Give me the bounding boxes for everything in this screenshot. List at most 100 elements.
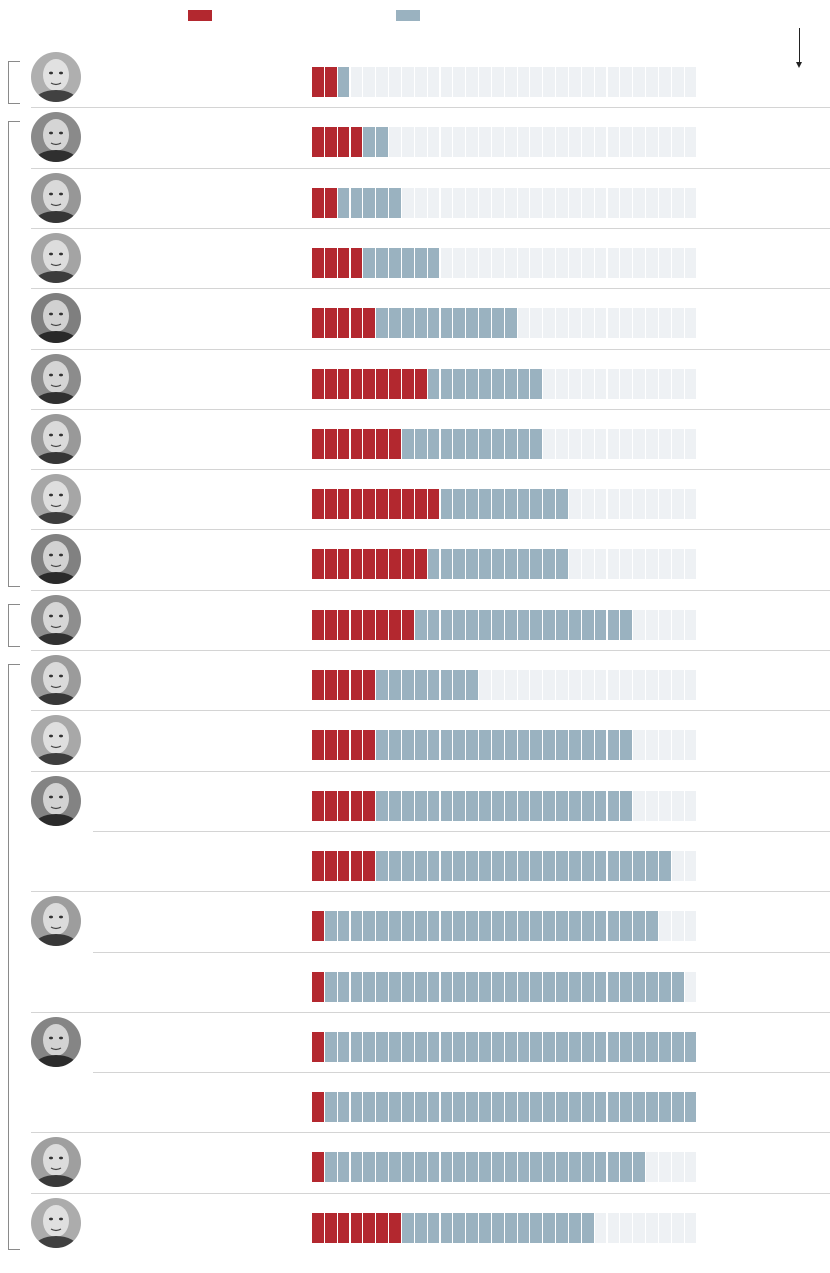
- bar-unit-blue: [440, 549, 453, 580]
- bar-unit-red: [337, 368, 350, 399]
- bar-unit-empty: [594, 489, 607, 520]
- bar-unit-blue: [414, 428, 427, 459]
- bar-unit-empty: [607, 670, 620, 700]
- bar-unit-empty: [581, 368, 594, 399]
- bar-unit-empty: [569, 127, 581, 158]
- bar-unit-empty: [594, 1212, 607, 1243]
- group-bracket: [8, 61, 9, 104]
- bar-unit-empty: [620, 428, 633, 459]
- bar-unit-red: [312, 308, 324, 339]
- bar-unit-blue: [658, 850, 671, 881]
- bar-unit-empty: [684, 247, 697, 278]
- bar-unit-empty: [414, 187, 427, 218]
- bar-unit-blue: [479, 790, 491, 821]
- bar-unit-red: [363, 368, 376, 399]
- bar-unit-blue: [633, 1031, 646, 1062]
- bar-unit-empty: [543, 368, 556, 399]
- portrait-avatar: [31, 775, 81, 826]
- legend-swatch-red: [188, 10, 212, 21]
- bar-unit-blue: [556, 1092, 568, 1123]
- bar-unit-blue: [543, 609, 556, 640]
- bar-unit-blue: [401, 428, 414, 459]
- bar-unit-blue: [517, 1092, 530, 1123]
- bar-unit-blue: [440, 489, 453, 520]
- bar-unit-blue: [427, 308, 440, 339]
- bar-unit-red: [350, 1212, 363, 1243]
- bar-unit-empty: [581, 670, 594, 700]
- bar-unit-blue: [504, 790, 517, 821]
- bar-unit-blue: [466, 1152, 478, 1183]
- bar-unit-empty: [594, 549, 607, 580]
- bar-unit-blue: [363, 127, 376, 158]
- bar-unit-red: [324, 187, 337, 218]
- bar-unit-empty: [658, 308, 671, 339]
- bar-unit-blue: [543, 1152, 556, 1183]
- bar-unit-empty: [440, 187, 453, 218]
- bar-unit-empty: [684, 1212, 697, 1243]
- bar-unit-blue: [517, 1152, 530, 1183]
- bar-track: [312, 911, 698, 942]
- bar-unit-empty: [376, 67, 389, 97]
- bar-unit-blue: [350, 1092, 363, 1123]
- bar-unit-empty: [389, 67, 401, 97]
- row-separator: [93, 1072, 830, 1074]
- row-separator: [31, 107, 830, 109]
- bar-unit-blue: [363, 1092, 376, 1123]
- bar-unit-blue: [530, 730, 543, 761]
- bar-unit-empty: [684, 308, 697, 339]
- bar-unit-blue: [414, 911, 427, 942]
- bar-unit-empty: [684, 127, 697, 158]
- bar-unit-blue: [440, 730, 453, 761]
- bar-unit-empty: [684, 850, 697, 881]
- bar-unit-blue: [530, 549, 543, 580]
- bar-unit-empty: [401, 187, 414, 218]
- bar-unit-blue: [350, 1031, 363, 1062]
- bar-unit-empty: [620, 489, 633, 520]
- bar-unit-empty: [491, 247, 504, 278]
- row-separator: [31, 227, 830, 229]
- bar-unit-blue: [453, 1212, 466, 1243]
- bar-unit-empty: [517, 247, 530, 278]
- bar-unit-blue: [543, 911, 556, 942]
- bar-unit-blue: [556, 1212, 568, 1243]
- bar-unit-blue: [337, 1152, 350, 1183]
- bar-unit-empty: [581, 67, 594, 97]
- bar-unit-empty: [466, 67, 478, 97]
- bar-track: [312, 1152, 698, 1183]
- bar-unit-blue: [414, 670, 427, 700]
- group-bracket: [8, 603, 9, 646]
- bar-unit-empty: [594, 187, 607, 218]
- bar-unit-blue: [504, 1092, 517, 1123]
- bar-unit-empty: [479, 127, 491, 158]
- bar-unit-blue: [479, 911, 491, 942]
- bar-unit-blue: [440, 1031, 453, 1062]
- bar-unit-blue: [350, 187, 363, 218]
- bar-track: [312, 549, 698, 580]
- bar-unit-blue: [556, 549, 568, 580]
- bar-unit-blue: [543, 1031, 556, 1062]
- bar-unit-red: [324, 670, 337, 700]
- bar-unit-blue: [569, 730, 581, 761]
- bar-unit-blue: [401, 1031, 414, 1062]
- bar-unit-red: [350, 428, 363, 459]
- bar-unit-red: [376, 549, 389, 580]
- bar-unit-empty: [684, 911, 697, 942]
- bar-unit-blue: [363, 247, 376, 278]
- bar-unit-blue: [607, 911, 620, 942]
- bar-unit-empty: [504, 187, 517, 218]
- bar-unit-red: [312, 549, 324, 580]
- bar-unit-empty: [491, 187, 504, 218]
- bar-unit-blue: [350, 971, 363, 1002]
- bar-unit-empty: [556, 127, 568, 158]
- bar-unit-blue: [401, 971, 414, 1002]
- bar-unit-blue: [658, 1092, 671, 1123]
- bar-unit-empty: [581, 127, 594, 158]
- bar-unit-blue: [530, 1092, 543, 1123]
- bar-unit-red: [363, 609, 376, 640]
- bar-unit-empty: [620, 67, 633, 97]
- bar-unit-blue: [414, 1212, 427, 1243]
- bar-unit-red: [312, 850, 324, 881]
- bar-unit-blue: [453, 971, 466, 1002]
- bar-unit-blue: [569, 1212, 581, 1243]
- bar-unit-empty: [658, 368, 671, 399]
